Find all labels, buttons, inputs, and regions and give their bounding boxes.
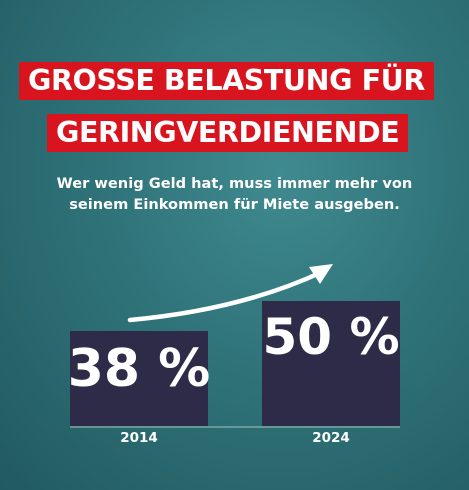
- trend-arrow-head: [309, 264, 333, 284]
- subtitle: Wer wenig Geld hat, muss immer mehr von …: [0, 173, 469, 215]
- headline-line-1: GROSSE BELASTUNG FÜR: [19, 62, 434, 100]
- subtitle-line-2: seinem Einkommen für Miete ausgeben.: [69, 196, 400, 213]
- bar-2014: [70, 331, 208, 426]
- bar-2024: [262, 301, 400, 426]
- subtitle-line-1: Wer wenig Geld hat, muss immer mehr von: [56, 175, 413, 192]
- headline-line-2: GERINGVERDIENENDE: [47, 114, 409, 152]
- data-label-2024: 50 %: [262, 308, 399, 366]
- data-label-2014: 38 %: [68, 339, 211, 399]
- tick-label-2014: 2014: [120, 430, 158, 446]
- tick-label-2024: 2024: [312, 430, 350, 446]
- trend-arrow: [127, 269, 325, 323]
